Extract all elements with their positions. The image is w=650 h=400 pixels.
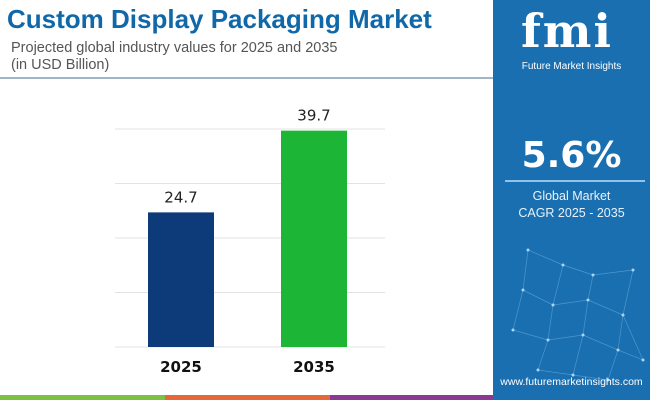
network-node — [581, 333, 585, 337]
network-node — [546, 338, 550, 342]
network-line — [512, 289, 524, 331]
network-line — [617, 314, 624, 351]
network-line — [512, 329, 549, 341]
network-node — [586, 298, 590, 302]
network-line — [537, 339, 549, 371]
network-node — [526, 248, 530, 252]
network-line — [552, 299, 589, 306]
network-line — [522, 289, 554, 306]
bar-chart: 24.7 2025 39.7 2035 — [115, 107, 385, 376]
cagr-value: 5.6% — [521, 135, 622, 176]
network-node — [606, 378, 610, 382]
subtitle-line-1: Projected global industry values for 202… — [11, 40, 338, 56]
bar-2025 — [148, 212, 214, 347]
header-divider — [0, 77, 493, 79]
cagr-divider — [505, 180, 645, 182]
network-line — [592, 269, 634, 276]
website-link[interactable]: www.futuremarketinsights.com — [500, 376, 643, 388]
network-line — [587, 299, 624, 316]
network-line — [587, 274, 594, 301]
network-line — [522, 249, 529, 291]
network-line — [572, 374, 609, 381]
network-pattern — [511, 248, 645, 382]
network-node — [561, 263, 565, 267]
network-node — [616, 348, 620, 352]
network-node — [641, 358, 645, 362]
subtitle-line-2: (in USD Billion) — [11, 57, 110, 73]
fmi-logo: fmi — [521, 6, 613, 56]
network-line — [622, 269, 634, 316]
sidebar-panel: fmi Future Market Insights 5.6% Global M… — [493, 0, 650, 400]
data-label-2025: 24.7 — [164, 188, 197, 206]
network-line — [582, 334, 619, 351]
network-line — [527, 249, 564, 266]
brand-name: Future Market Insights — [521, 61, 622, 72]
network-node — [631, 268, 635, 272]
x-tick-label-2035: 2035 — [293, 358, 335, 376]
network-line — [607, 349, 619, 381]
network-line — [547, 304, 554, 341]
network-node — [621, 313, 625, 317]
footer-strip-orange — [165, 395, 330, 400]
chart-title: Custom Display Packaging Market — [7, 4, 432, 34]
network-node — [511, 328, 515, 332]
network-line — [562, 264, 594, 276]
network-line — [537, 369, 574, 376]
network-line — [572, 334, 584, 376]
data-label-2035: 39.7 — [297, 107, 330, 125]
network-line — [552, 264, 564, 306]
chart-subtitle: Projected global industry values for 202… — [11, 40, 337, 74]
network-line — [622, 314, 644, 361]
x-tick-label-2025: 2025 — [160, 358, 202, 376]
cagr-label-line-1: Global Market — [532, 189, 611, 203]
network-line — [617, 349, 644, 361]
network-node — [521, 288, 525, 292]
cagr-label-line-2: CAGR 2025 - 2035 — [518, 206, 625, 220]
network-node — [551, 303, 555, 307]
cagr-label: Global Market CAGR 2025 - 2035 — [493, 188, 650, 222]
footer-strip-purple — [330, 395, 493, 400]
network-node — [571, 373, 575, 377]
network-line — [582, 299, 589, 336]
bar-2035 — [281, 130, 347, 347]
footer-strip-green — [0, 395, 165, 400]
network-node — [591, 273, 595, 277]
network-node — [536, 368, 540, 372]
network-line — [547, 334, 584, 341]
